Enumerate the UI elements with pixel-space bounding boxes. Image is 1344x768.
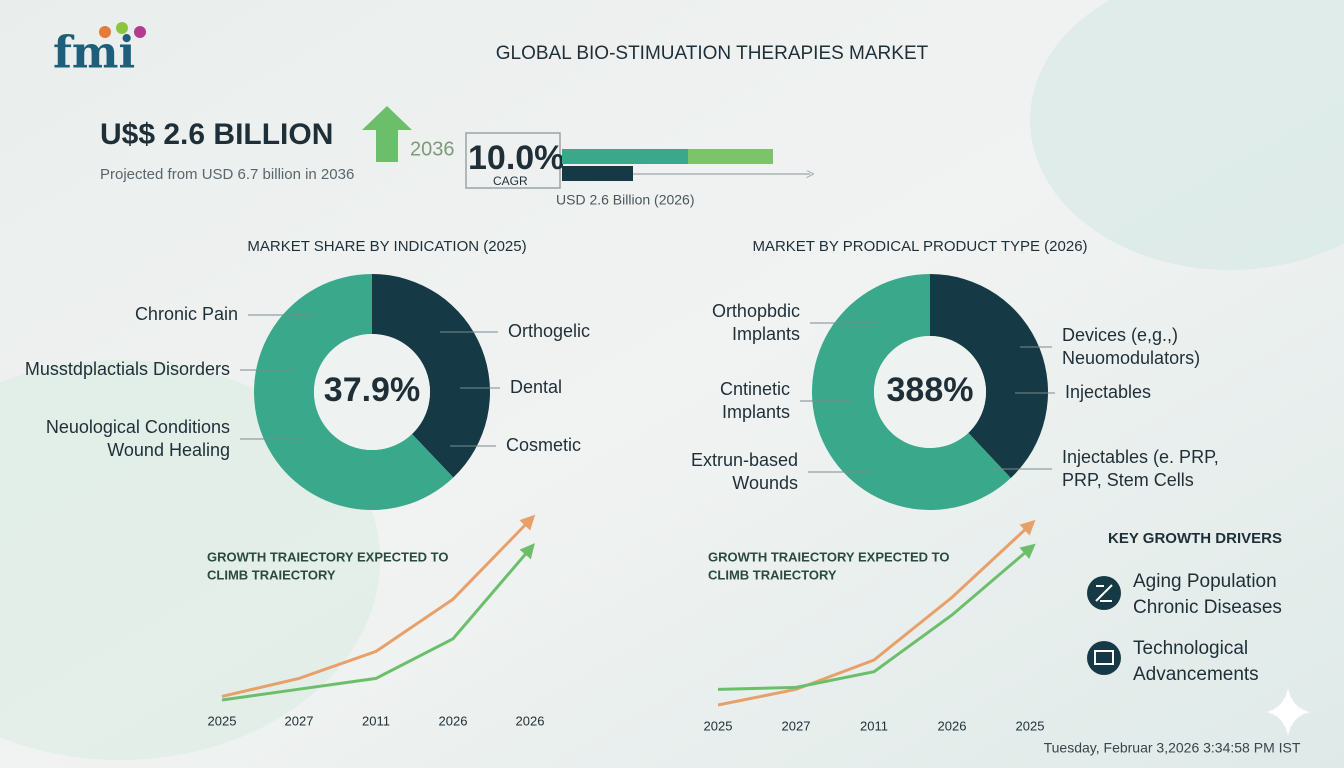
donut-label: Dental: [510, 377, 562, 397]
cagr-bar: [562, 166, 633, 181]
cagr-box: [465, 132, 561, 189]
x-tick-label: 2011: [362, 713, 390, 728]
donut-segment: [930, 274, 1048, 479]
cagr-value: 10.0%: [468, 139, 564, 177]
up-arrow: [362, 106, 412, 162]
driver-text: Aging Population: [1133, 571, 1277, 592]
donut-segment: [811, 274, 1011, 510]
driver-icon: [1087, 641, 1121, 675]
x-tick-label: 2026: [439, 713, 468, 728]
logo-dot: [116, 22, 128, 34]
donut-label: Wound Healing: [107, 440, 230, 460]
x-tick-label: 2026: [938, 718, 967, 733]
trend-line: [717, 543, 1036, 691]
x-tick-label: 2025: [1016, 718, 1045, 733]
cagr-bar: [562, 149, 688, 164]
x-tick-label: 2027: [782, 718, 811, 733]
cagr-label: CAGR: [493, 174, 528, 188]
timestamp: Tuesday, Februar 3,2026 3:34:58 PM IST: [1044, 740, 1301, 756]
donut-hole: [874, 336, 986, 448]
donut-label: Implants: [722, 402, 790, 422]
donut-label: Orthopbdic: [712, 301, 800, 321]
chart-title: CLIMB TRAIECTORY: [207, 567, 336, 582]
x-tick-label: 2027: [285, 713, 314, 728]
donut-label: Extrun-based: [691, 450, 798, 470]
logo: fmi: [53, 28, 135, 79]
donut-label: Neuological Conditions: [46, 417, 230, 437]
headline-subtitle: Projected from USD 6.7 billion in 2036: [100, 166, 354, 183]
x-tick-label: 2011: [860, 718, 888, 733]
chart-title: MARKET SHARE BY INDICATION (2025): [247, 238, 526, 255]
chart-title: GROWTH TRAIECTORY EXPECTED TO: [708, 549, 949, 564]
bar-caption: USD 2.6 Billion (2026): [556, 192, 695, 208]
driver-icon-glyph: [1094, 650, 1114, 665]
bg-blob: [1030, 0, 1344, 270]
donut-label: Neuomodulators): [1062, 348, 1200, 368]
donut-label: Cntinetic: [720, 379, 790, 399]
donut-label: Injectables: [1065, 382, 1151, 402]
driver-text: Advancements: [1133, 664, 1259, 685]
donut-label: Injectables (e. PRP,: [1062, 447, 1219, 467]
trend-line: [221, 543, 535, 702]
x-tick-label: 2025: [208, 713, 237, 728]
chart-title: GROWTH TRAIECTORY EXPECTED TO: [207, 549, 448, 564]
donut-label: Wounds: [732, 473, 798, 493]
headline-year: 2036: [410, 138, 455, 160]
driver-icon-glyph: [1095, 584, 1113, 602]
donut-label: Musstdplactials Disorders: [25, 359, 230, 379]
donut-label: Orthogelic: [508, 321, 590, 341]
donut-segment: [254, 274, 454, 510]
donut-label: Cosmetic: [506, 435, 581, 455]
trend-line: [221, 514, 536, 698]
x-tick-label: 2025: [704, 718, 733, 733]
donut-center-label: 37.9%: [324, 371, 420, 409]
donut-hole: [314, 334, 430, 450]
logo-dot: [99, 26, 111, 38]
donut-label: Devices (e,g.,): [1062, 325, 1178, 345]
donut-center-label: 388%: [887, 371, 974, 409]
chart-title: MARKET BY PRODICAL PRODUCT TYPE (2026): [752, 238, 1087, 255]
driver-text: Technological: [1133, 638, 1248, 659]
donut-segment: [372, 274, 491, 478]
sparkle: [1266, 688, 1310, 736]
donut-label: PRP, Stem Cells: [1062, 470, 1194, 490]
trend-line: [717, 519, 1036, 707]
page-title: GLOBAL BIO-STIMUATION THERAPIES MARKET: [496, 43, 929, 64]
donut-label: Implants: [732, 324, 800, 344]
headline-value: U$$ 2.6 BILLION: [100, 118, 333, 151]
drivers-title: KEY GROWTH DRIVERS: [1108, 530, 1282, 547]
logo-dot: [134, 26, 146, 38]
chart-title: CLIMB TRAIECTORY: [708, 567, 837, 582]
x-tick-label: 2026: [516, 713, 545, 728]
donut-label: Chronic Pain: [135, 304, 238, 324]
driver-text: Chronic Diseases: [1133, 597, 1282, 618]
cagr-bar: [688, 149, 773, 164]
